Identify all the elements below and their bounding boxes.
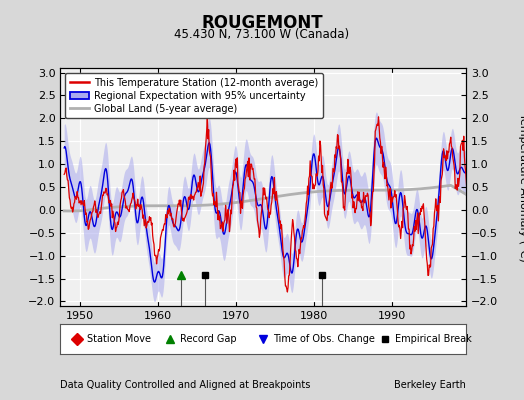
Text: Time of Obs. Change: Time of Obs. Change <box>274 334 375 344</box>
Text: ROUGEMONT: ROUGEMONT <box>201 14 323 32</box>
Legend: This Temperature Station (12-month average), Regional Expectation with 95% uncer: This Temperature Station (12-month avera… <box>65 73 323 118</box>
Text: Record Gap: Record Gap <box>180 334 237 344</box>
Y-axis label: Temperature Anomaly (°C): Temperature Anomaly (°C) <box>518 113 524 261</box>
Text: Station Move: Station Move <box>86 334 151 344</box>
Text: Berkeley Earth: Berkeley Earth <box>395 380 466 390</box>
Text: Empirical Break: Empirical Break <box>395 334 472 344</box>
Text: Data Quality Controlled and Aligned at Breakpoints: Data Quality Controlled and Aligned at B… <box>60 380 311 390</box>
Text: 45.430 N, 73.100 W (Canada): 45.430 N, 73.100 W (Canada) <box>174 28 350 41</box>
